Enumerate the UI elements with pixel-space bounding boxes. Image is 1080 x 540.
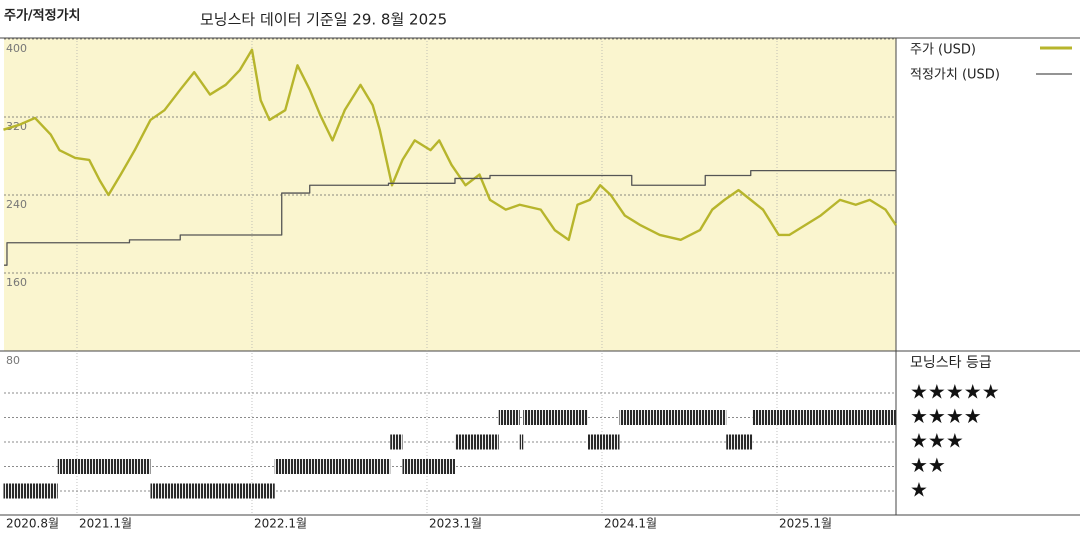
rating-bar <box>498 410 520 425</box>
series-line <box>3 48 897 242</box>
rating-bar <box>274 459 391 474</box>
legend-label: 주가 (USD) <box>910 43 976 58</box>
rating-bar <box>752 410 896 425</box>
rating-bar <box>619 410 727 425</box>
rating-bar <box>454 434 499 450</box>
rating-bar <box>3 483 58 499</box>
x-tick-label: 2022.1월 <box>254 517 307 531</box>
y-tick-label: 400 <box>6 42 27 55</box>
rating-bar <box>390 434 403 450</box>
y-tick-label: 160 <box>6 276 27 289</box>
rating-bar <box>519 434 524 450</box>
y-tick-label: 240 <box>6 198 27 211</box>
rating-label: ★★★ <box>910 429 964 453</box>
rating-label: ★★★★★ <box>910 380 1000 404</box>
price-panel <box>4 38 896 351</box>
rating-bar <box>587 434 620 450</box>
series-line <box>4 169 896 266</box>
x-tick-label: 2021.1월 <box>79 517 132 531</box>
rating-label: ★★ <box>910 453 946 477</box>
x-tick-label: 2025.1월 <box>779 517 832 531</box>
rating-bar <box>726 434 753 450</box>
rating-bar <box>150 483 275 499</box>
rating-label: ★ <box>910 478 928 502</box>
chart-subtitle: 모닝스타 데이터 기준일 29. 8월 2025 <box>200 11 447 29</box>
x-tick-label: 2023.1월 <box>429 517 482 531</box>
rating-bar <box>523 410 588 425</box>
x-tick-label: 2020.8월 <box>6 517 59 531</box>
y-tick-label: 80 <box>6 354 20 367</box>
rating-bar <box>57 459 151 474</box>
rating-label: ★★★★ <box>910 404 982 428</box>
x-tick-label: 2024.1월 <box>604 517 657 531</box>
legend-label: 적정가치 (USD) <box>910 68 1000 83</box>
chart-title: 주가/적정가치 <box>4 8 81 24</box>
rating-bar <box>402 459 455 474</box>
rating-title: 모닝스타 등급 <box>910 355 992 371</box>
